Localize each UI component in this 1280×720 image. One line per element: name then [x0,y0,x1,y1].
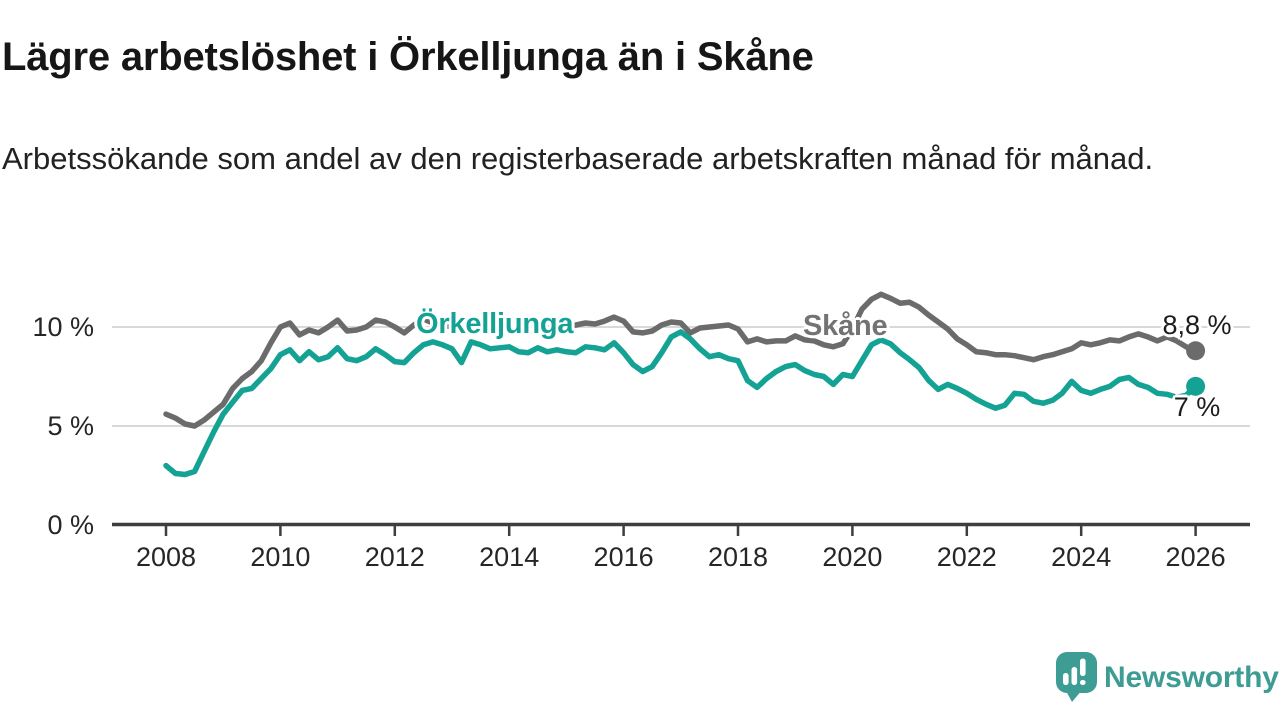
y-tick-label: 10 % [32,312,94,342]
series-label-orkelljunga: Örkelljunga [416,308,574,340]
x-tick-label: 2020 [822,542,883,572]
newsworthy-logo-icon [1056,652,1097,702]
chart-subtitle: Arbetssökande som andel av den registerb… [2,141,1154,176]
x-tick-label: 2014 [479,542,540,572]
y-tick-label: 5 % [47,411,94,441]
end-value-label-orkelljunga: 7 % [1173,392,1221,422]
brand-name: Newsworthy [1104,661,1279,694]
chart-line-0 [163,291,1199,429]
end-dot-1 [1186,376,1206,396]
x-tick-label: 2026 [1165,542,1226,572]
y-tick-label: 0 % [47,510,94,540]
x-tick-label: 2018 [707,542,769,572]
x-tick-label: 2008 [135,542,197,572]
end-dot-0 [1186,341,1206,361]
x-tick-label: 2016 [593,542,654,572]
x-tick-label: 2010 [250,542,311,572]
series-label-skane: Skåne [803,310,888,342]
end-value-label-skane: 8,8 % [1162,310,1232,340]
x-tick-label: 2012 [364,542,425,572]
x-tick-label: 2024 [1051,542,1112,572]
page-title: Lägre arbetslöshet i Örkelljunga än i Sk… [2,35,814,79]
x-tick-label: 2022 [936,542,997,572]
chart-line-1 [163,329,1199,478]
